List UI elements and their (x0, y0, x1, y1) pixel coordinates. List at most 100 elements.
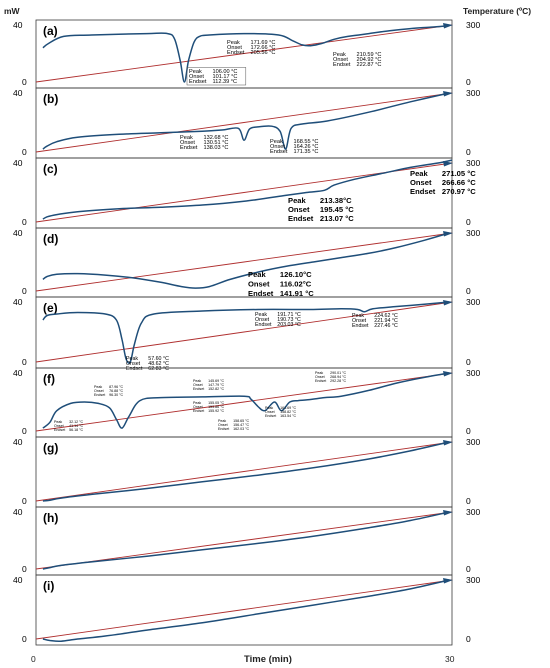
annotation-label: Peak (189, 69, 202, 75)
annotation-label: Peak (255, 312, 267, 318)
annotation-label: Onset (410, 178, 432, 187)
thermal-event-annotation: Peak 224.62 °C Onset 221.94 °C Endset 227.46 … (352, 313, 398, 329)
annotation-label: Peak (180, 135, 193, 141)
panel-label: (i) (43, 579, 54, 593)
annotation-label: Peak (410, 169, 429, 178)
panel-label: (e) (43, 301, 58, 315)
annotation-value: 213.07 °C (320, 214, 354, 223)
annotation-label: Endset (410, 187, 436, 196)
annotation-value: 168.55 °C (294, 139, 319, 145)
y-right-tick-label: 0 (466, 217, 471, 227)
annotation-label: Onset (288, 205, 310, 214)
annotation-value: 171.69 °C (251, 40, 276, 46)
panel-frame (35, 157, 453, 229)
annotation-label: Peak (94, 385, 102, 389)
annotation-value: 48.62 °C (148, 361, 169, 367)
panel-label: (g) (43, 441, 58, 455)
panel: (h) 40 0 300 0 (13, 506, 480, 576)
annotation-label: Endset (189, 79, 207, 85)
thermal-event-annotation: Peak 155.05 °C Onset 153.86 °C Endset 155.92 … (193, 401, 225, 413)
annotation-value: 41.14 °C (69, 424, 83, 428)
heat-flow-curve (42, 232, 450, 289)
annotation-label: Onset (180, 140, 195, 146)
annotation-value: 158.65 °C (233, 419, 249, 423)
annotation-value: 270.97 °C (442, 187, 476, 196)
y-right-tick-label: 0 (466, 147, 471, 157)
annotation-value: 203.03 °C (277, 322, 301, 328)
annotation-label: Endset (255, 322, 272, 328)
heat-flow-curve (42, 159, 453, 220)
annotation-label: Peak (193, 401, 201, 405)
y-right-tick-label: 300 (466, 20, 480, 30)
annotation-value: 147.79 °C (208, 383, 224, 387)
thermal-event-annotation: Peak 290.01 °C Onset 268.94 °C Endset 292.28 … (315, 371, 347, 383)
y-right-tick-label: 300 (466, 437, 480, 447)
thermal-event-annotation: Peak 87.96 °C Onset 76.88 °C Endset 96.30 °C (94, 385, 124, 397)
y-left-tick-label: 0 (22, 217, 27, 227)
y-left-tick-label: 0 (22, 147, 27, 157)
temperature-line (35, 579, 453, 640)
y-right-title: Temperature (ºC) (463, 6, 531, 16)
annotation-label: Onset (218, 423, 228, 427)
annotation-label: Onset (352, 318, 367, 324)
heat-flow-curve (42, 511, 450, 570)
y-left-tick-label: 40 (13, 158, 23, 168)
annotation-value: 112.39 °C (213, 79, 238, 85)
y-left-tick-label: 40 (13, 575, 23, 585)
panel: (a) 40 0 300 0 Peak 171.69 °C Onset 172.66 °C End… (13, 19, 480, 89)
temperature-arrowhead (443, 231, 453, 237)
temperature-arrowhead (443, 371, 453, 377)
thermal-event-annotation: Peak 191.71 °C Onset 190.73 °C Endset 203.03 … (255, 312, 301, 328)
annotation-value: 162.03 °C (233, 427, 249, 431)
annotation-label: Endset (248, 289, 274, 298)
annotation-label: Endset (315, 379, 326, 383)
annotation-value: 191.71 °C (277, 312, 301, 318)
temperature-line (35, 24, 453, 83)
annotation-value: 152.82 °C (208, 387, 224, 391)
annotation-label: Peak (288, 196, 307, 205)
panel-label: (c) (43, 162, 58, 176)
panel: (g) 40 0 300 0 (13, 436, 480, 508)
heat-flow-curve (42, 92, 450, 150)
annotation-value: 190.73 °C (277, 317, 301, 323)
annotation-value: 221.94 °C (374, 318, 398, 324)
y-right-tick-label: 300 (466, 297, 480, 307)
annotation-value: 126.10°C (280, 270, 312, 279)
annotation-label: Peak (315, 371, 323, 375)
annotation-label: Onset (333, 57, 348, 63)
y-left-tick-label: 0 (22, 426, 27, 436)
annotation-value: 172.66 °C (251, 45, 276, 51)
heat-flow-curve (42, 301, 450, 364)
panel: (f) 40 0 300 0 Peak 32.12 °C Onset 41.14 °C Endse… (13, 367, 480, 438)
annotation-value: 145.69 °C (208, 379, 224, 383)
temperature-line (35, 92, 453, 153)
temperature-arrowhead (443, 510, 453, 516)
panel: (b) 40 0 300 0 Peak 132.68 °C Onset 130.51 °C End… (13, 87, 480, 159)
y-left-tick-label: 40 (13, 297, 23, 307)
panel-frame (35, 574, 453, 646)
thermal-event-annotation: Peak 171.69 °C Onset 172.66 °C Endset 205.56 … (227, 40, 275, 56)
annotation-value: 268.94 °C (330, 375, 346, 379)
annotation-label: Endset (180, 145, 198, 151)
x-tick-label: 30 (445, 654, 455, 664)
annotation-label: Onset (248, 280, 270, 289)
y-left-tick-label: 40 (13, 20, 23, 30)
annotation-label: Endset (54, 428, 65, 432)
annotation-value: 224.62 °C (374, 313, 398, 319)
thermal-event-annotation: Peak 158.65 °C Onset 156.47 °C Endset 162.03 … (218, 419, 250, 431)
annotation-value: 222.87 °C (357, 62, 382, 68)
annotation-value: 171.35 °C (294, 149, 319, 155)
annotation-value: 87.96 °C (109, 385, 123, 389)
annotation-label: Endset (193, 409, 204, 413)
annotation-value: 164.26 °C (294, 144, 319, 150)
annotation-label: Onset (94, 389, 104, 393)
temperature-arrowhead (443, 23, 453, 29)
annotation-label: Onset (126, 361, 141, 367)
annotation-value: 106.00 °C (213, 69, 238, 75)
annotation-label: Onset (255, 317, 270, 323)
y-left-tick-label: 0 (22, 286, 27, 296)
y-left-tick-label: 0 (22, 77, 27, 87)
annotation-label: Peak (193, 379, 201, 383)
y-right-tick-label: 300 (466, 368, 480, 378)
panel-label: (b) (43, 92, 58, 106)
